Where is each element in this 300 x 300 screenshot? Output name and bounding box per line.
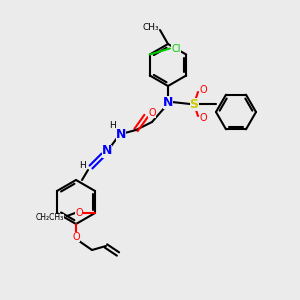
Text: CH₂CH₃: CH₂CH₃ <box>36 214 64 223</box>
Text: H: H <box>80 161 86 170</box>
Text: O: O <box>199 85 207 95</box>
Text: S: S <box>190 98 199 110</box>
Text: O: O <box>199 113 207 123</box>
Text: O: O <box>75 208 83 218</box>
Text: Cl: Cl <box>171 44 181 53</box>
Text: O: O <box>72 232 80 242</box>
Text: O: O <box>148 108 156 118</box>
Text: N: N <box>116 128 126 140</box>
Text: CH₃: CH₃ <box>143 23 159 32</box>
Text: H: H <box>110 122 116 130</box>
Text: N: N <box>163 95 173 109</box>
Text: N: N <box>102 145 112 158</box>
